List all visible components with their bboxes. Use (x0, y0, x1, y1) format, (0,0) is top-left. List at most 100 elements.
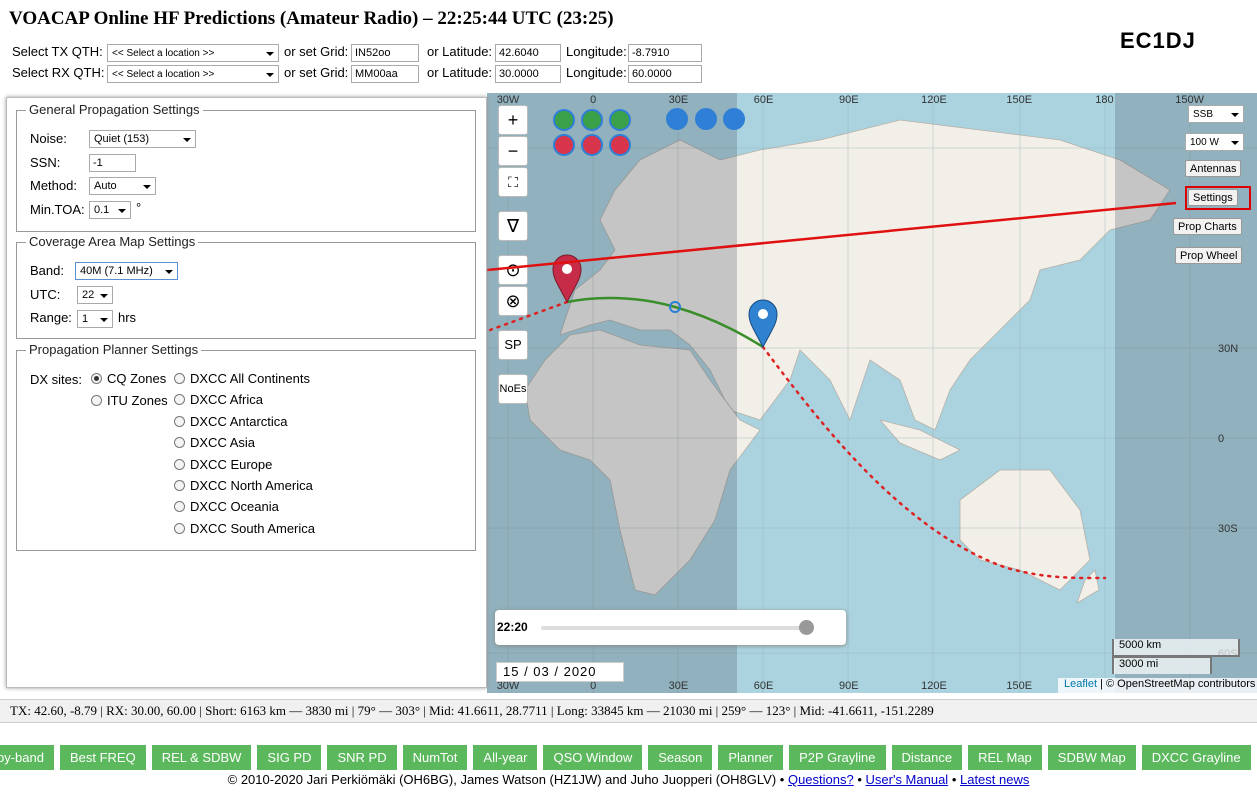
tab-button[interactable]: QSO Window (543, 745, 643, 770)
lon-label: 90E (839, 94, 859, 106)
lon-label: 120E (921, 94, 947, 106)
tab-button[interactable]: Best FREQ (59, 745, 146, 770)
date-field[interactable]: 15 / 03 / 2020 (496, 662, 624, 682)
lat-input[interactable]: 42.6040 (495, 44, 561, 62)
clear-toggle[interactable]: ⊗ (498, 286, 528, 316)
radio[interactable] (174, 394, 185, 406)
radio[interactable] (174, 522, 185, 534)
mode-select[interactable]: SSB (1188, 105, 1244, 123)
power-select[interactable]: 100 W (1185, 133, 1244, 151)
label: or Latitude: (427, 44, 493, 59)
status-bar: TX: 42.60, -8.79 | RX: 30.00, 60.00 | Sh… (0, 699, 1257, 723)
tab-button[interactable]: Distance (891, 745, 963, 770)
tab-button[interactable]: P2P Grayline (789, 745, 886, 770)
map (487, 93, 1257, 693)
label: Band: (30, 263, 64, 278)
lon-label: 150W (1175, 94, 1204, 106)
radio[interactable] (174, 437, 185, 449)
label: Noise: (30, 131, 67, 146)
tab-button[interactable]: Planner (718, 745, 784, 770)
map-button[interactable]: Prop Wheel (1175, 247, 1243, 264)
settings-panel (6, 97, 487, 688)
land (878, 419, 961, 461)
lat-label: 0 (1218, 433, 1225, 445)
noes-button[interactable]: NoEs (498, 374, 528, 404)
sp-button[interactable]: SP (498, 330, 528, 360)
radio[interactable] (174, 373, 185, 384)
link[interactable]: Questions? (787, 772, 854, 787)
lon-label: 150E (1006, 680, 1033, 692)
tab-button[interactable]: Band-by-band (0, 745, 54, 770)
link[interactable]: User's Manual (865, 772, 949, 787)
lon-label: 30E (668, 680, 689, 692)
lon-label: 180 (1095, 94, 1114, 106)
fullscreen[interactable]: ⛶ (498, 167, 528, 197)
tab-button[interactable]: REL & SDBW (151, 745, 252, 770)
tab-button[interactable]: REL Map (968, 745, 1042, 770)
general-settings (16, 110, 476, 232)
page-title: VOACAP Online HF Predictions (Amateur Ra… (9, 8, 614, 29)
radio[interactable] (174, 415, 185, 427)
terminator-toggle[interactable]: ∇ (498, 211, 528, 241)
tab-button[interactable]: SDBW Map (1047, 745, 1136, 770)
radio[interactable] (174, 480, 185, 491)
lon-label: 30W (496, 94, 520, 106)
grid-input[interactable]: MM00aa (351, 65, 419, 83)
zoom-out[interactable]: − (498, 136, 528, 166)
location-select[interactable]: << Select a location >> (107, 65, 279, 83)
noise-select[interactable]: Quiet (153) (89, 130, 196, 148)
map-button[interactable]: Settings (1188, 189, 1238, 206)
tab-button[interactable]: SNR PD (327, 745, 397, 770)
time-slider: 22:20 (495, 610, 846, 645)
scale-mi: 3000 mi (1112, 656, 1212, 674)
radio-label: DXCC All Continents (190, 371, 310, 386)
tab-button[interactable]: NumTot (402, 745, 468, 770)
location-select[interactable]: << Select a location >> (107, 44, 279, 62)
label: Select RX QTH: (12, 65, 105, 80)
land (1076, 569, 1100, 604)
map-button[interactable]: Antennas (1185, 160, 1242, 177)
lon-label: 30W (496, 680, 520, 692)
tab-button[interactable]: All-year (473, 745, 538, 770)
radio-label: DXCC Asia (190, 435, 256, 451)
radio[interactable] (91, 373, 102, 384)
label: UTC: (30, 287, 61, 302)
toa-select[interactable]: 0.1 (89, 201, 131, 219)
logo: EC1DJ (1120, 28, 1196, 53)
scale-km: 5000 km (1112, 639, 1240, 657)
radio[interactable] (174, 501, 185, 513)
attribution: Leaflet | © OpenStreetMap contributors (1058, 678, 1257, 693)
map-button[interactable]: Prop Charts (1173, 218, 1242, 235)
slider-track (541, 626, 811, 630)
footer: © 2010-2020 Jari Perkiömäki (OH6BG), Jam… (227, 772, 1030, 787)
label: Method: (30, 178, 77, 193)
tab-button[interactable]: SIG PD (257, 745, 322, 770)
radio[interactable] (91, 395, 102, 406)
lon-input[interactable]: 60.0000 (628, 65, 702, 83)
range-select[interactable]: 1 (77, 310, 113, 328)
unit: ° (136, 200, 142, 215)
lon-input[interactable]: -8.7910 (628, 44, 702, 62)
label: Min.TOA: (30, 202, 85, 217)
tab-button[interactable]: Season (648, 745, 713, 770)
highlight-box (1185, 186, 1251, 210)
grid-input[interactable]: IN52oo (351, 44, 419, 62)
radio-label: CQ Zones (107, 371, 167, 386)
label: Select TX QTH: (12, 44, 103, 59)
tab-button[interactable]: DXCC Grayline (1141, 745, 1251, 770)
slider-handle[interactable] (799, 620, 814, 635)
link[interactable]: Latest news (959, 772, 1030, 787)
method-select[interactable]: Auto (89, 177, 156, 195)
utc-select[interactable]: 22 (77, 286, 113, 304)
label: or Latitude: (427, 65, 493, 80)
radio[interactable] (174, 458, 185, 470)
band-select[interactable]: 40M (7.1 MHz) (75, 262, 178, 280)
zoom-in[interactable]: + (498, 105, 528, 135)
ssn-input[interactable]: -1 (89, 154, 136, 172)
label: or set Grid: (284, 44, 349, 59)
leaflet-link[interactable]: Leaflet (1064, 678, 1098, 690)
lat-input[interactable]: 30.0000 (495, 65, 561, 83)
path-toggle[interactable]: ⊙ (498, 255, 528, 285)
attribution-text: | © OpenStreetMap contributors (1100, 678, 1256, 690)
